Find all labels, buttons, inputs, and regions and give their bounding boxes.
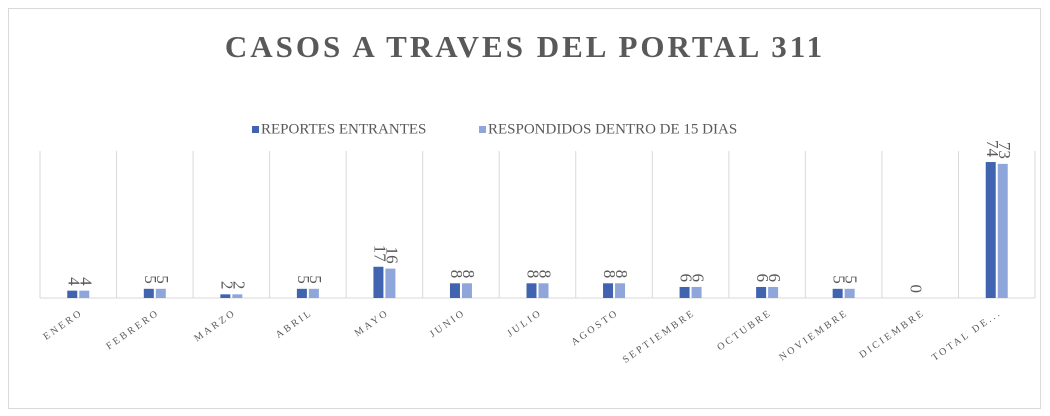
data-label: 4 <box>76 277 95 286</box>
data-label: 6 <box>689 273 708 282</box>
bar <box>844 288 855 298</box>
chart-title: CASOS A TRAVES DEL PORTAL 311 <box>225 29 825 64</box>
data-label: 8 <box>612 270 631 279</box>
data-label: 5 <box>294 275 313 284</box>
bar <box>997 163 1008 298</box>
legend-swatch <box>479 126 486 133</box>
bar <box>679 286 690 298</box>
data-label: 6 <box>765 273 784 282</box>
bar <box>985 162 996 298</box>
data-label: 5 <box>141 275 160 284</box>
bar <box>756 286 767 298</box>
data-label: 8 <box>536 270 555 279</box>
legend-label: REPORTES ENTRANTES <box>261 121 426 137</box>
bar <box>155 288 166 298</box>
data-label: 5 <box>153 275 172 284</box>
bar <box>461 283 472 298</box>
bar <box>768 286 779 298</box>
bar <box>615 283 626 298</box>
bar <box>538 283 549 298</box>
data-label: 8 <box>600 270 619 279</box>
data-label: 5 <box>842 275 861 284</box>
bar <box>526 283 537 298</box>
data-label: 5 <box>830 275 849 284</box>
data-label: 6 <box>753 273 772 282</box>
bar <box>296 288 307 298</box>
bar <box>373 266 384 298</box>
data-label: 8 <box>524 270 543 279</box>
bar <box>79 290 90 298</box>
data-label: 6 <box>677 273 696 282</box>
data-label: 5 <box>306 275 325 284</box>
bar <box>220 294 231 298</box>
data-label: 4 <box>64 277 83 286</box>
data-label: 8 <box>447 270 466 279</box>
legend-label: RESPONDIDOS DENTRO DE 15 DIAS <box>488 121 737 137</box>
data-label: 17 <box>371 245 390 263</box>
data-label: 2 <box>217 281 236 290</box>
data-label: 73 <box>995 142 1014 159</box>
bar <box>308 288 319 298</box>
bar <box>385 268 396 298</box>
bar <box>232 294 243 298</box>
data-label: 16 <box>383 247 402 264</box>
bar <box>143 288 154 298</box>
data-label: 8 <box>459 270 478 279</box>
bar <box>603 283 614 298</box>
data-label: 2 <box>229 281 248 290</box>
data-label: 0 <box>906 285 925 294</box>
bar <box>832 288 843 298</box>
legend-swatch <box>252 126 259 133</box>
bar <box>67 290 78 298</box>
bar <box>691 286 702 298</box>
chart-border <box>8 8 1041 409</box>
bar <box>449 283 460 298</box>
data-label: 74 <box>983 140 1002 158</box>
